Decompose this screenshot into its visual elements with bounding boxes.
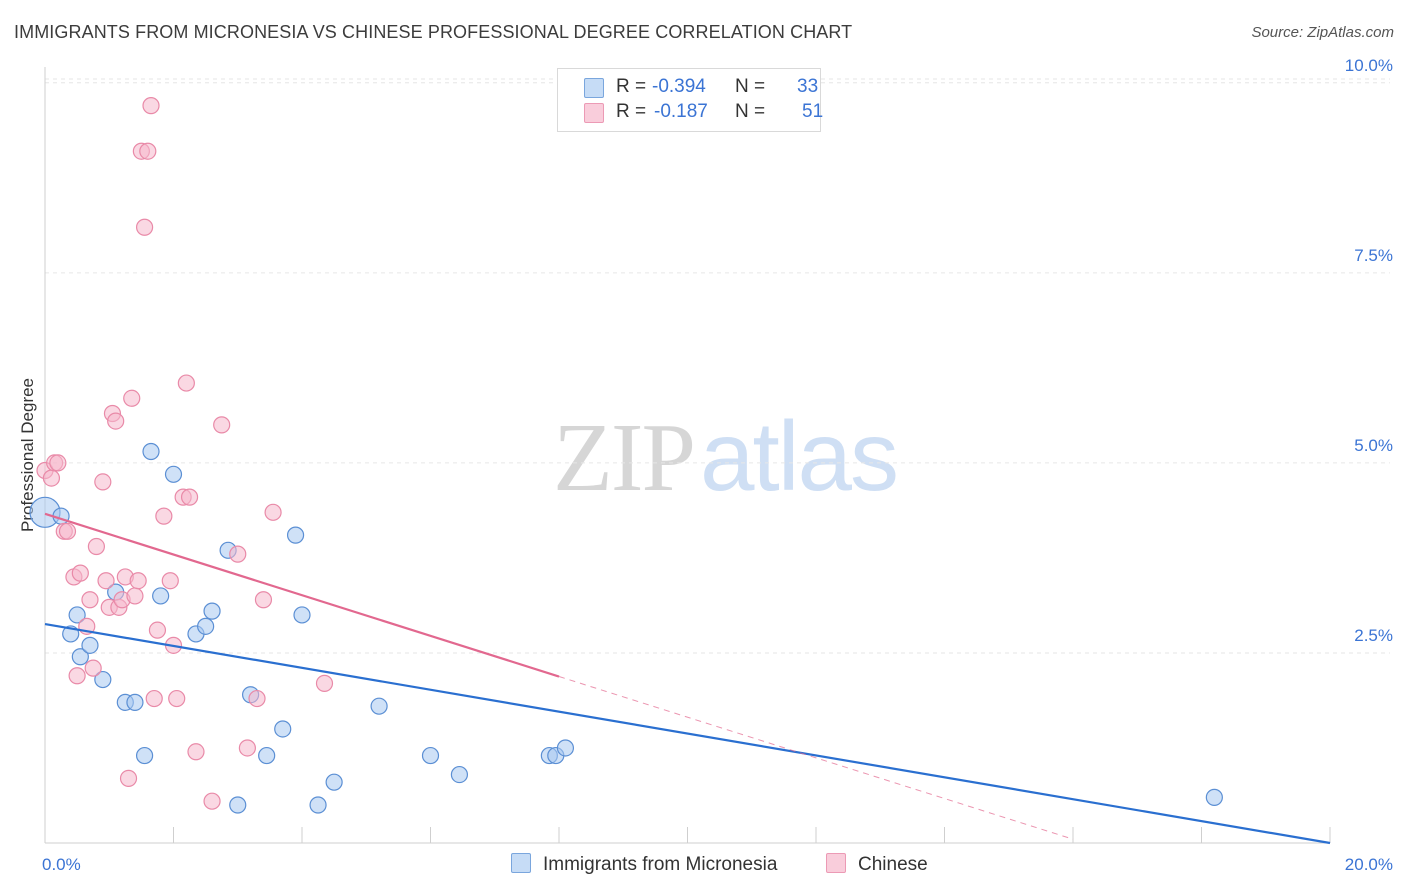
bottom-legend-label-micronesia: Immigrants from Micronesia xyxy=(543,854,778,875)
point-chinese xyxy=(142,97,160,115)
chart-title: IMMIGRANTS FROM MICRONESIA VS CHINESE PR… xyxy=(14,22,853,42)
point-chinese xyxy=(49,454,67,472)
y-tick-label: 2.5% xyxy=(1354,626,1393,645)
point-micronesia xyxy=(421,746,440,765)
point-micronesia xyxy=(309,796,327,814)
point-chinese xyxy=(254,591,273,609)
point-chinese xyxy=(155,507,173,525)
trend-line-dashed-chinese xyxy=(558,676,1074,840)
point-micronesia xyxy=(229,796,247,814)
point-micronesia xyxy=(71,648,89,666)
legend-n-value-chinese: 51 xyxy=(802,101,824,122)
point-chinese xyxy=(187,743,205,761)
point-micronesia xyxy=(197,617,215,635)
point-chinese xyxy=(107,412,125,430)
bottom-legend-label-chinese: Chinese xyxy=(858,854,928,875)
point-chinese xyxy=(58,522,77,540)
point-micronesia xyxy=(293,606,311,624)
y-tick-label: 7.5% xyxy=(1354,246,1393,265)
point-chinese xyxy=(139,142,157,160)
y-tick-label: 10.0% xyxy=(1345,56,1393,75)
point-chinese xyxy=(71,564,89,582)
trend-line-micronesia xyxy=(44,622,1331,845)
point-micronesia xyxy=(152,587,170,605)
point-chinese xyxy=(145,689,163,708)
legend-n-value-micronesia: 33 xyxy=(797,76,819,97)
point-chinese xyxy=(168,689,186,708)
legend-r-label: R = xyxy=(616,76,647,97)
point-chinese xyxy=(84,659,102,677)
x-tick-label-max: 20.0% xyxy=(1345,855,1393,874)
legend-r-value-micronesia: -0.394 xyxy=(652,76,706,97)
point-chinese xyxy=(94,473,112,491)
legend-r-value-chinese: -0.187 xyxy=(654,101,708,122)
point-chinese xyxy=(81,591,99,609)
point-chinese xyxy=(177,374,195,392)
point-chinese xyxy=(213,416,231,434)
point-micronesia xyxy=(94,670,112,689)
point-micronesia xyxy=(135,746,154,765)
legend-n-label: N = xyxy=(735,76,766,97)
bottom-legend-micronesia: Immigrants from Micronesia xyxy=(511,853,777,876)
point-micronesia xyxy=(203,602,221,620)
point-chinese xyxy=(238,739,256,757)
point-chinese xyxy=(123,389,141,407)
point-micronesia xyxy=(258,746,276,765)
watermark-atlas: atlas xyxy=(700,401,899,511)
point-micronesia xyxy=(164,465,183,483)
point-chinese xyxy=(161,572,179,590)
point-chinese xyxy=(229,545,247,563)
bottom-legend-swatch-micronesia xyxy=(511,853,531,873)
legend-swatch-micronesia xyxy=(584,78,604,98)
point-micronesia xyxy=(68,606,86,624)
point-chinese xyxy=(180,488,199,506)
point-chinese xyxy=(87,537,106,556)
point-chinese xyxy=(68,667,86,685)
bottom-legend-chinese: Chinese xyxy=(826,853,928,876)
correlation-legend: R = -0.394 N = 33 R = -0.187 N = 51 xyxy=(557,68,824,132)
point-chinese xyxy=(148,621,167,639)
point-chinese xyxy=(42,469,61,487)
point-chinese xyxy=(97,572,115,590)
trend-line-chinese xyxy=(44,512,560,678)
point-chinese xyxy=(203,792,221,810)
point-micronesia xyxy=(370,697,388,715)
point-chinese xyxy=(315,674,334,692)
bottom-legend-swatch-chinese xyxy=(826,853,846,873)
legend-n-label: N = xyxy=(735,101,766,122)
x-tick-label-min: 0.0% xyxy=(42,855,81,874)
point-micronesia xyxy=(325,773,343,791)
legend-swatch-chinese xyxy=(584,103,604,123)
watermark-zip: ZIP xyxy=(553,404,696,512)
watermark: ZIPatlas xyxy=(553,400,899,514)
point-micronesia xyxy=(142,442,160,461)
point-micronesia xyxy=(1205,788,1223,806)
point-micronesia xyxy=(286,526,305,544)
point-chinese xyxy=(248,689,266,708)
legend-r-label: R = xyxy=(616,101,647,122)
point-chinese xyxy=(129,572,147,590)
y-tick-label: 5.0% xyxy=(1354,436,1393,455)
point-chinese xyxy=(264,503,282,521)
point-micronesia xyxy=(556,739,575,757)
point-chinese xyxy=(135,218,154,236)
point-micronesia xyxy=(274,720,292,738)
source-label: Source: ZipAtlas.com xyxy=(1251,24,1394,41)
point-micronesia xyxy=(81,636,99,654)
point-micronesia xyxy=(450,765,469,784)
point-chinese xyxy=(119,769,138,787)
point-micronesia xyxy=(126,693,144,711)
point-chinese xyxy=(126,587,144,605)
